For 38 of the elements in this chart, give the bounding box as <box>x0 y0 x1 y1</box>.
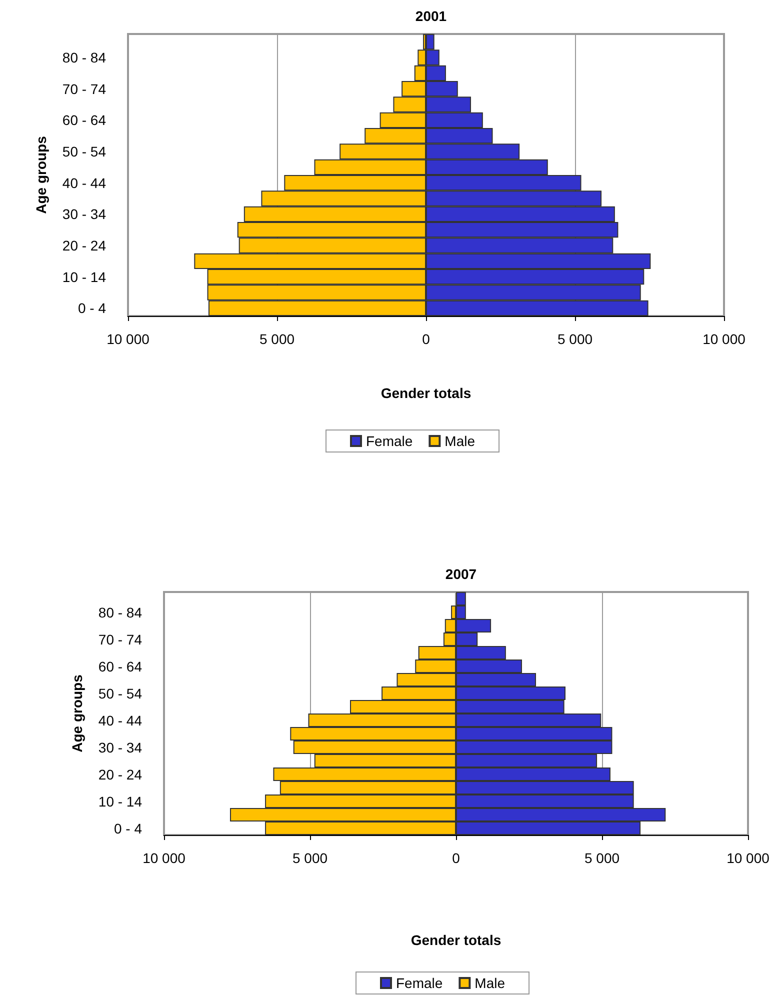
x-tick-label: 0 <box>422 331 430 347</box>
y-tick-label: 10 - 14 <box>98 793 142 810</box>
x-tick-label: 10 000 <box>726 850 770 866</box>
y-tick-label: 60 - 64 <box>62 112 106 128</box>
y-tick-label: 70 - 74 <box>62 80 106 97</box>
x-axis-title: Gender totals <box>380 385 472 401</box>
legend-label: Female <box>396 975 443 991</box>
x-tick-label: 5 000 <box>292 850 328 866</box>
x-tick-label: 5 000 <box>557 331 593 347</box>
y-tick-label: 60 - 64 <box>98 658 142 674</box>
x-tick-label: 0 <box>452 850 460 866</box>
x-tick-label: 10 000 <box>142 850 186 866</box>
y-tick-label: 20 - 24 <box>98 766 142 782</box>
y-tick-label: 80 - 84 <box>98 604 142 620</box>
y-axis-title: Age groups <box>69 674 85 752</box>
x-tick-label: 5 000 <box>584 850 620 866</box>
y-tick-label: 30 - 34 <box>62 206 106 222</box>
y-tick-label: 70 - 74 <box>98 631 142 648</box>
y-tick-label: 50 - 54 <box>98 685 142 702</box>
y-axis-title: Age groups <box>33 136 49 214</box>
y-tick-label: 0 - 4 <box>78 300 106 316</box>
x-tick-label: 10 000 <box>702 331 746 347</box>
y-tick-label: 40 - 44 <box>98 712 142 728</box>
chart-title: 2001 <box>415 8 447 24</box>
legend-label: Female <box>366 433 413 449</box>
y-tick-label: 50 - 54 <box>62 144 106 160</box>
y-tick-label: 10 - 14 <box>62 268 106 285</box>
y-tick-label: 0 - 4 <box>114 820 142 836</box>
y-tick-label: 40 - 44 <box>62 174 106 191</box>
x-tick-label: 5 000 <box>259 331 295 347</box>
y-tick-label: 30 - 34 <box>98 739 142 756</box>
y-tick-label: 20 - 24 <box>62 238 106 254</box>
y-tick-label: 80 - 84 <box>62 50 106 66</box>
chart-title: 2007 <box>445 566 477 582</box>
x-tick-label: 10 000 <box>106 331 150 347</box>
x-axis-title: Gender totals <box>410 932 502 948</box>
legend-label: Male <box>474 975 506 991</box>
legend-label: Male <box>444 433 476 449</box>
